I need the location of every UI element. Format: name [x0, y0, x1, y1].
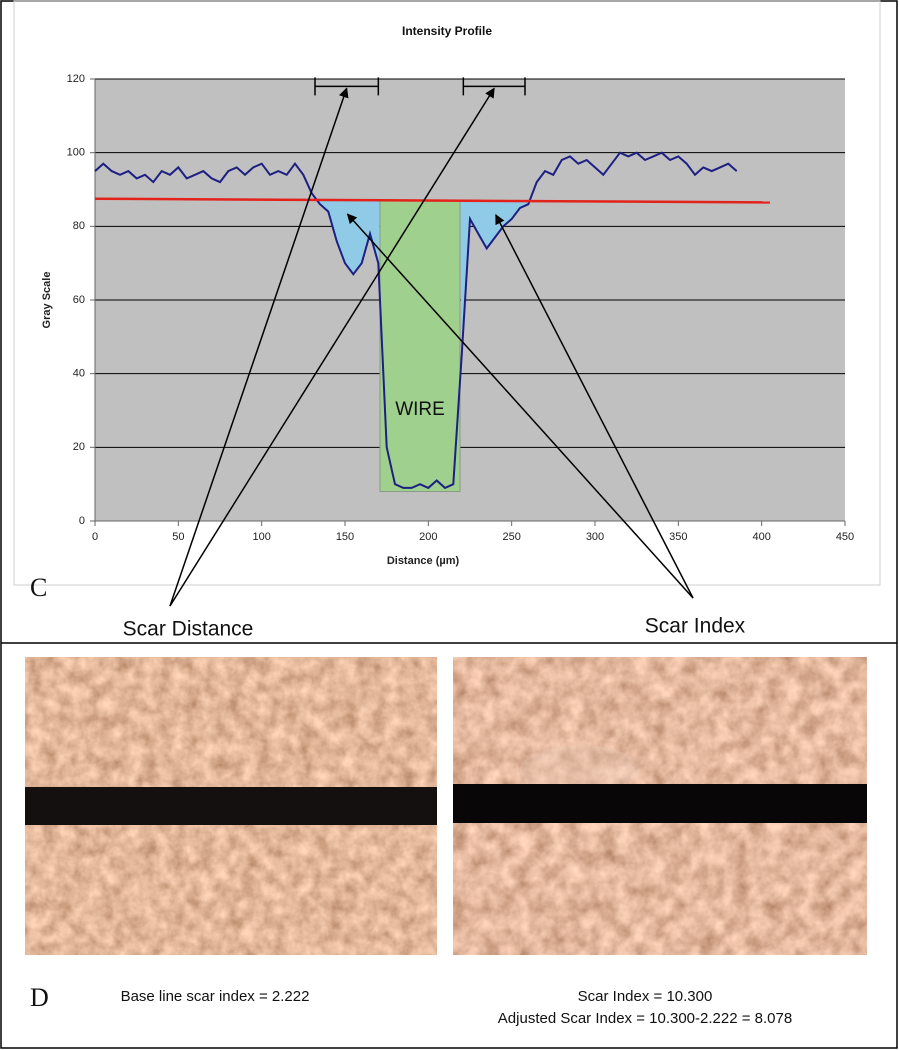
panel-label: D [30, 983, 49, 1012]
x-axis-title: Distance (µm) [387, 555, 460, 567]
caption: Adjusted Scar Index = 10.300-2.222 = 8.0… [498, 1010, 792, 1027]
x-tick-label: 100 [252, 531, 270, 543]
arrow [346, 213, 694, 599]
series-line [94, 151, 738, 490]
caption: Base line scar index = 2.222 [121, 988, 310, 1005]
panel-label: C [30, 573, 47, 602]
scar-distance-bracket [462, 77, 526, 96]
wire-region [379, 200, 461, 493]
x-tick-label: 350 [669, 531, 687, 543]
y-tick-label: 80 [73, 220, 85, 232]
x-tick-label: 450 [836, 531, 854, 543]
x-tick-label: 0 [92, 531, 98, 543]
y-tick-label: 20 [73, 441, 85, 453]
annotation: Scar Index [645, 615, 746, 638]
x-tick-label: 50 [172, 531, 184, 543]
x-tick-label: 250 [502, 531, 520, 543]
plot: 0 20 40 60 80 100 120 0 50 100 150 200 250 300 350 400 4… [67, 73, 855, 543]
x-tick-label: 400 [752, 531, 770, 543]
arrow [495, 214, 694, 599]
caption: Scar Index = 10.300 [578, 988, 713, 1005]
arrow [169, 87, 495, 607]
wire-shadow [25, 787, 437, 825]
region-label: WIRE [395, 399, 445, 420]
photo-highlight [520, 745, 640, 795]
y-tick-label: 40 [73, 368, 85, 380]
scar-distance-bracket [314, 77, 380, 96]
chart-frame [13, 0, 881, 586]
x-tick-label: 150 [336, 531, 354, 543]
series-line [94, 197, 771, 204]
annotation: Scar Distance [123, 618, 254, 641]
y-tick-label: 100 [67, 147, 85, 159]
scar-region [460, 200, 532, 356]
x-tick-label: 200 [419, 531, 437, 543]
y-tick-label: 120 [67, 73, 85, 85]
y-axis-title: Gray Scale [41, 272, 53, 329]
chart-title: Intensity Profile [402, 24, 492, 38]
x-tick-label: 300 [586, 531, 604, 543]
y-tick-label: 0 [79, 515, 85, 527]
y-tick-label: 60 [73, 294, 85, 306]
arrow [169, 87, 349, 607]
wire-shadow [453, 784, 867, 823]
